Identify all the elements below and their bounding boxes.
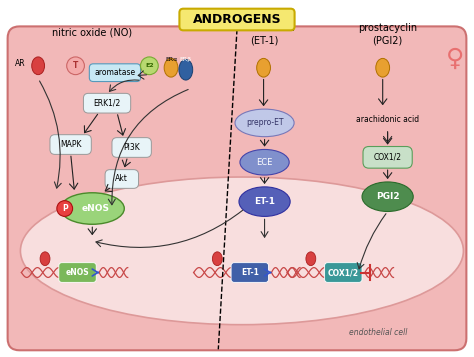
Ellipse shape <box>212 252 222 266</box>
Text: endothelin-1
(ET-1): endothelin-1 (ET-1) <box>234 24 295 45</box>
Text: PI3K: PI3K <box>123 143 140 152</box>
Circle shape <box>67 57 84 75</box>
FancyBboxPatch shape <box>180 9 294 30</box>
Ellipse shape <box>32 57 45 75</box>
Text: ERK1/2: ERK1/2 <box>93 99 121 108</box>
Ellipse shape <box>20 177 464 325</box>
Text: MAPK: MAPK <box>60 140 82 149</box>
Ellipse shape <box>235 109 294 137</box>
Circle shape <box>57 201 73 216</box>
Text: ET-1: ET-1 <box>254 197 275 206</box>
Ellipse shape <box>179 59 193 80</box>
Text: eNOS: eNOS <box>81 204 109 213</box>
Ellipse shape <box>60 193 124 224</box>
Text: ET-1: ET-1 <box>241 268 259 277</box>
Text: ANDROGENS: ANDROGENS <box>193 13 281 26</box>
Text: aromatase: aromatase <box>94 68 136 77</box>
Text: eNOS: eNOS <box>66 268 89 277</box>
Ellipse shape <box>376 59 390 77</box>
Text: ECE: ECE <box>256 158 273 167</box>
Text: E2: E2 <box>145 63 154 68</box>
Ellipse shape <box>306 252 316 266</box>
Text: ♀: ♀ <box>446 47 464 71</box>
Text: PGI2: PGI2 <box>376 192 400 201</box>
Ellipse shape <box>362 182 413 211</box>
Text: ERβ: ERβ <box>180 57 192 62</box>
FancyBboxPatch shape <box>325 263 362 282</box>
FancyBboxPatch shape <box>231 263 268 282</box>
Text: nitric oxide (NO): nitric oxide (NO) <box>52 27 132 37</box>
Ellipse shape <box>240 150 289 175</box>
Ellipse shape <box>40 252 50 266</box>
FancyBboxPatch shape <box>363 146 412 168</box>
Text: T: T <box>73 61 78 70</box>
Text: P: P <box>62 204 68 213</box>
Text: prostacyclin
(PGI2): prostacyclin (PGI2) <box>358 24 417 45</box>
Text: COX1/2: COX1/2 <box>374 153 401 162</box>
FancyBboxPatch shape <box>8 26 466 350</box>
FancyBboxPatch shape <box>112 138 151 157</box>
Text: prepro-ET: prepro-ET <box>246 119 283 127</box>
FancyBboxPatch shape <box>105 170 138 188</box>
Text: endothelial cell: endothelial cell <box>349 328 407 337</box>
FancyBboxPatch shape <box>83 93 131 113</box>
Ellipse shape <box>239 187 290 216</box>
Ellipse shape <box>257 59 271 77</box>
Text: AR: AR <box>15 59 25 68</box>
Ellipse shape <box>164 59 178 77</box>
FancyBboxPatch shape <box>59 263 96 282</box>
Text: COX1/2: COX1/2 <box>328 268 359 277</box>
FancyBboxPatch shape <box>50 135 91 154</box>
Circle shape <box>140 57 158 75</box>
Text: Akt: Akt <box>115 175 128 183</box>
FancyBboxPatch shape <box>89 64 140 81</box>
Text: arachidonic acid: arachidonic acid <box>356 115 419 125</box>
Text: ERα: ERα <box>165 57 177 62</box>
